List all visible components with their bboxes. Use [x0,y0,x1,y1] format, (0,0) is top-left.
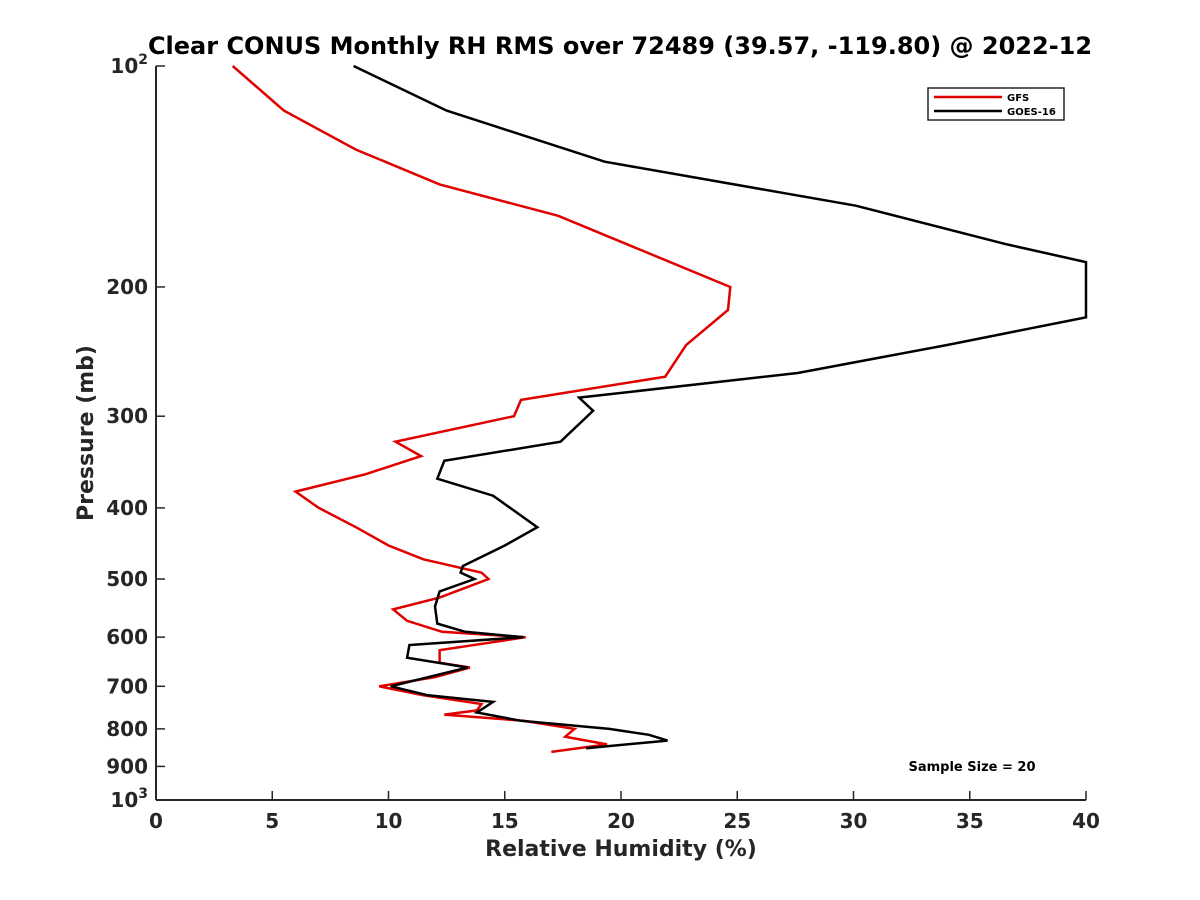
y-tick-label: 102 [110,52,148,78]
x-tick-label: 10 [375,809,403,833]
legend-box [927,87,1065,121]
x-tick-label: 5 [265,809,279,833]
series-line-goes16 [353,64,1088,750]
legend-label-goes16: GOES-16 [1007,107,1056,118]
x-tick-label: 40 [1072,809,1100,833]
y-tick-label: 800 [106,717,148,741]
y-tick-label: 600 [106,625,148,649]
x-axis-label: Relative Humidity (%) [485,837,757,862]
y-tick-label: 103 [110,786,148,812]
y-tick-label: 300 [106,404,148,428]
y-tick-label: 200 [106,275,148,299]
series-layer [231,64,1088,754]
y-tick-label: 500 [106,567,148,591]
y-axis-label: Pressure (mb) [74,345,99,521]
y-tick-label: 400 [106,496,148,520]
x-tick-label: 35 [956,809,984,833]
legend: GFS GOES-16 [927,87,1065,121]
sample-size-annotation: Sample Size = 20 [908,760,1035,775]
x-tick-label: 0 [149,809,163,833]
y-ticks: 102 200 300 400 500 600 700 800 900 103 [106,52,165,812]
x-tick-label: 15 [491,809,519,833]
x-tick-label: 25 [723,809,751,833]
series-line-gfs [231,65,732,754]
y-tick-label: 700 [106,674,148,698]
x-ticks: 0 5 10 15 20 25 30 35 40 [149,791,1100,833]
x-tick-label: 30 [840,809,868,833]
chart-title: Clear CONUS Monthly RH RMS over 72489 (3… [148,32,1092,60]
x-tick-label: 20 [607,809,635,833]
legend-label-gfs: GFS [1007,93,1029,104]
y-tick-label: 900 [106,754,148,778]
